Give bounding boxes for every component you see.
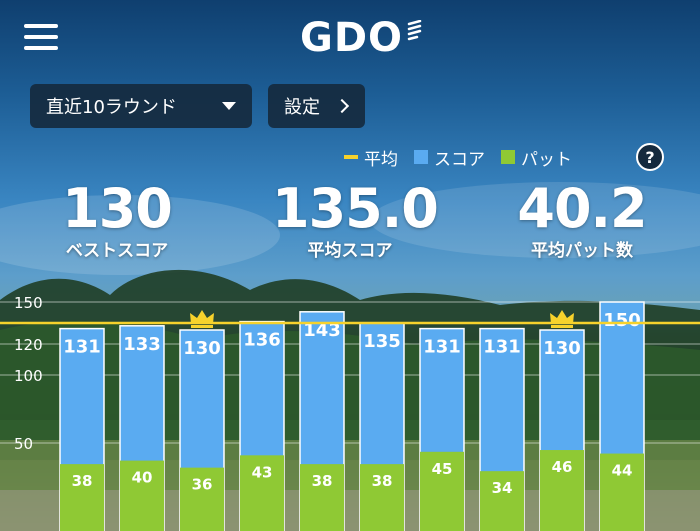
- help-icon: ?: [645, 147, 655, 167]
- putt-bar: [540, 450, 584, 531]
- score-value-label: 143: [303, 320, 341, 341]
- logo-swoosh-icon: [407, 20, 422, 41]
- putt-value-label: 38: [72, 472, 93, 490]
- legend-item-putt: パット: [501, 145, 572, 170]
- average-putts-stat: 40.2 平均パット数: [512, 180, 652, 262]
- best-score-stat: 130 ベストスコア: [56, 180, 178, 262]
- legend-score-swatch: [414, 150, 428, 164]
- putt-value-label: 34: [492, 479, 513, 497]
- putt-value-label: 36: [192, 476, 213, 494]
- period-select-label: 直近10ラウンド: [46, 97, 177, 118]
- crown-icon: [190, 310, 214, 324]
- putt-value-label: 45: [432, 460, 453, 478]
- legend-average-swatch: [344, 155, 358, 159]
- putt-value-label: 40: [132, 469, 153, 487]
- y-tick-label-120: 120: [14, 336, 43, 354]
- average-score-value: 135.0: [272, 177, 439, 240]
- settings-button[interactable]: 設定: [268, 84, 365, 128]
- logo-text: GDO: [300, 15, 404, 61]
- score-value-label: 133: [123, 334, 161, 355]
- period-select[interactable]: 直近10ラウンド: [30, 84, 252, 128]
- score-value-label: 136: [243, 330, 281, 351]
- putt-value-label: 46: [552, 458, 573, 476]
- putt-bar: [600, 453, 644, 531]
- y-tick-label-150: 150: [14, 294, 43, 312]
- score-value-label: 131: [483, 337, 521, 358]
- score-value-label: 131: [63, 337, 101, 358]
- putt-bar: [180, 467, 224, 531]
- score-bar-chart: 50 100 120 150 131 38 133 40 130 36 136 43 143 38 135 3…: [0, 294, 700, 531]
- legend-putt-label: パット: [521, 149, 572, 170]
- score-value-label: 131: [423, 337, 461, 358]
- putt-value-label: 43: [252, 463, 273, 481]
- chart-legend: 平均 スコア パット: [344, 143, 588, 171]
- putt-value-label: 44: [612, 462, 633, 480]
- score-value-label: 130: [543, 338, 581, 359]
- average-score-stat: 135.0 平均スコア: [272, 177, 439, 262]
- settings-label: 設定: [284, 97, 320, 118]
- legend-score-label: スコア: [434, 149, 485, 170]
- score-value-label: 130: [183, 338, 221, 359]
- putt-value-label: 38: [372, 472, 393, 490]
- best-score-label: ベストスコア: [65, 241, 169, 261]
- y-tick-label-100: 100: [14, 367, 43, 385]
- average-putts-value: 40.2: [517, 177, 647, 240]
- legend-item-average: 平均: [344, 145, 398, 170]
- best-score-value: 130: [62, 177, 173, 240]
- putt-bar: [420, 451, 464, 531]
- score-value-label: 150: [603, 310, 641, 331]
- average-score-label: 平均スコア: [307, 241, 393, 261]
- app-header: GDO: [0, 0, 700, 78]
- hamburger-menu-icon[interactable]: [24, 24, 58, 50]
- legend-item-score: スコア: [414, 145, 485, 170]
- putt-bar: [120, 460, 164, 531]
- gdo-logo: GDO: [300, 16, 423, 60]
- crown-base-icon: [551, 325, 573, 328]
- crown-icon: [550, 310, 574, 324]
- putt-value-label: 38: [312, 472, 333, 490]
- putt-bar: [360, 464, 404, 531]
- score-value-label: 135: [363, 331, 401, 352]
- chevron-right-icon: [334, 98, 350, 114]
- legend-average-label: 平均: [364, 149, 398, 170]
- putt-bar: [300, 464, 344, 531]
- putt-bar: [60, 464, 104, 531]
- legend-putt-swatch: [501, 150, 515, 164]
- average-putts-label: 平均パット数: [531, 241, 633, 261]
- putt-bar: [240, 455, 284, 531]
- help-button[interactable]: ?: [636, 143, 664, 171]
- y-tick-label-50: 50: [14, 435, 33, 453]
- caret-down-icon: [222, 102, 236, 110]
- putt-bar: [480, 471, 524, 531]
- crown-base-icon: [191, 325, 213, 328]
